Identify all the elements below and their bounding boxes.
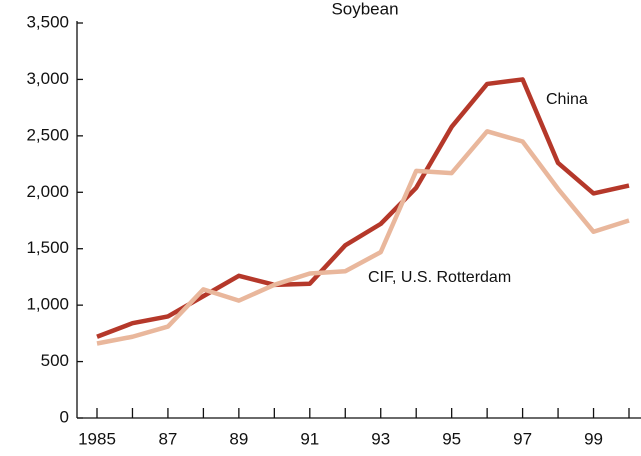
series-label: China xyxy=(546,91,588,108)
x-tick-label: 99 xyxy=(584,429,603,448)
series-label: CIF, U.S. Rotterdam xyxy=(368,269,511,286)
x-tick-label: 93 xyxy=(371,429,390,448)
chart-title: Soybean xyxy=(331,0,398,18)
y-tick-label: 0 xyxy=(60,407,69,426)
y-tick-label: 3,000 xyxy=(26,69,69,88)
x-tick-label: 1985 xyxy=(78,429,116,448)
x-tick-label: 89 xyxy=(229,429,248,448)
x-tick-label: 95 xyxy=(442,429,461,448)
x-tick-label: 97 xyxy=(513,429,532,448)
y-tick-label: 3,500 xyxy=(26,12,69,31)
series-line xyxy=(96,77,630,339)
x-tick-label: 91 xyxy=(300,429,319,448)
y-tick-label: 500 xyxy=(41,351,69,370)
y-tick-label: 1,500 xyxy=(26,238,69,257)
x-tick-label: 87 xyxy=(158,429,177,448)
y-tick-label: 2,500 xyxy=(26,125,69,144)
y-tick-label: 1,000 xyxy=(26,295,69,314)
y-tick-label: 2,000 xyxy=(26,182,69,201)
series-line xyxy=(96,129,630,346)
